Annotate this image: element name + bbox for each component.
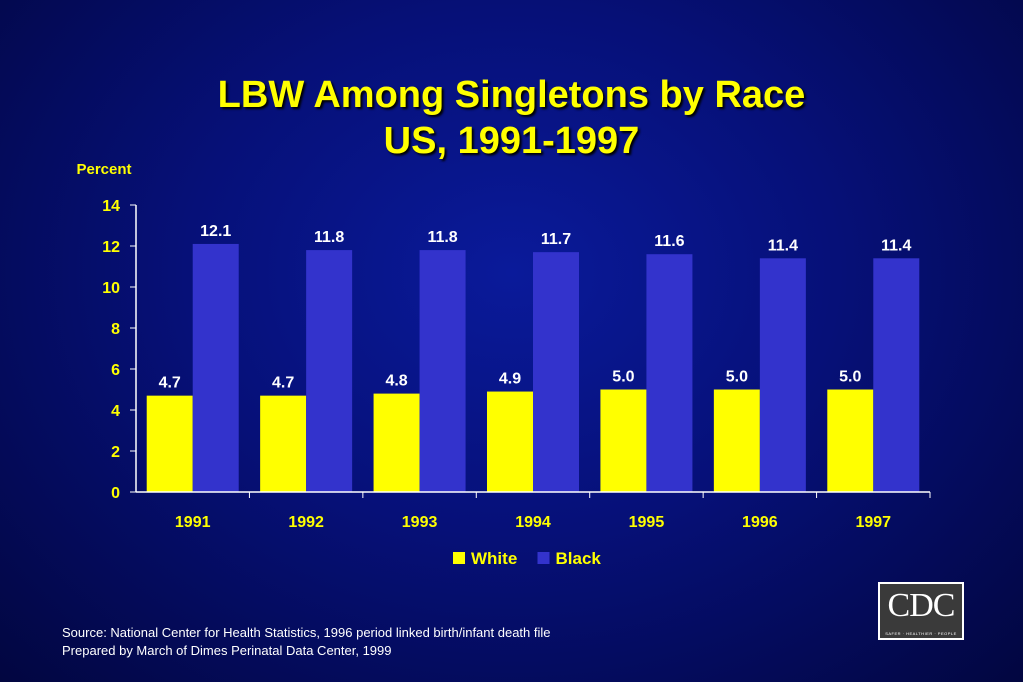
x-tick-label: 1993 [402,514,438,531]
data-label-black: 11.4 [768,237,798,254]
cdc-logo-text: CDC [887,587,956,624]
data-label-white: 4.7 [272,375,294,392]
data-label-black: 12.1 [200,223,231,240]
x-tick-label: 1997 [855,514,891,531]
bar-black [419,250,466,492]
y-tick-label: 0 [111,485,120,502]
y-tick-label: 8 [111,321,120,338]
legend-swatch-white [453,552,465,564]
y-tick-label: 6 [111,362,120,379]
bar-white [713,389,760,492]
prepared-by-line: Prepared by March of Dimes Perinatal Dat… [62,643,392,658]
y-tick-label: 2 [111,444,120,461]
bar-black [306,250,353,492]
y-tick-label: 14 [102,198,120,215]
legend-label-black: Black [556,549,602,568]
bar-white [373,393,420,492]
bar-white [600,389,647,492]
data-label-black: 11.6 [654,233,684,250]
bar-white [487,391,533,492]
legend-swatch-black [537,552,550,564]
bar-black [646,254,693,492]
chart-title-line2: US, 1991-1997 [383,120,640,162]
x-tick-label: 1995 [629,514,665,531]
bar-white [260,395,307,492]
y-tick-label: 4 [111,403,120,420]
x-tick-label: 1992 [288,514,324,531]
x-tick-label: 1996 [742,514,778,531]
bar-black [533,252,579,492]
data-label-white: 4.7 [159,375,181,392]
x-tick-label: 1991 [175,514,211,531]
bar-black [192,243,239,492]
data-label-black: 11.4 [881,237,911,254]
cdc-logo-tagline: SAFER · HEALTHIER · PEOPLE [885,631,957,636]
chart-title-line1: LBW Among Singletons by Race [217,74,806,116]
y-tick-label: 10 [102,280,120,297]
y-tick-label: 12 [102,239,120,256]
bar-black [759,258,806,492]
x-tick-label: 1994 [515,514,551,531]
data-label-white: 5.0 [839,369,861,386]
y-axis-label: Percent [76,161,131,178]
data-label-black: 11.8 [427,229,457,246]
chart-title: LBW Among Singletons by Race US, 1991-19… [0,72,1023,164]
legend-label-white: White [471,549,517,568]
data-label-black: 11.7 [541,231,571,248]
data-label-black: 11.8 [314,229,344,246]
bar-black [873,258,920,492]
data-label-white: 4.8 [385,373,407,390]
data-label-white: 5.0 [726,369,748,386]
bar-white [146,395,193,492]
data-label-white: 5.0 [612,369,634,386]
cdc-logo: CDC SAFER · HEALTHIER · PEOPLE [878,582,964,640]
source-line: Source: National Center for Health Stati… [62,625,551,640]
data-label-white: 4.9 [499,371,521,388]
source-note: Source: National Center for Health Stati… [62,624,551,660]
bar-white [827,389,874,492]
